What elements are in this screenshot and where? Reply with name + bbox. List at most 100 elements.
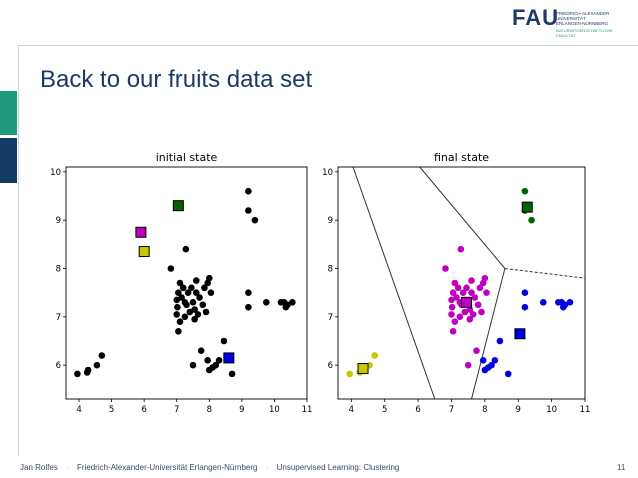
footer-separator: · xyxy=(265,463,269,472)
data-point xyxy=(179,284,187,292)
chart-title: final state xyxy=(434,151,489,164)
cluster-boundary xyxy=(471,268,506,399)
data-point xyxy=(181,299,189,306)
data-point xyxy=(476,284,484,292)
data-point xyxy=(451,279,459,287)
data-point xyxy=(186,308,194,316)
data-point xyxy=(74,370,81,378)
data-point xyxy=(483,289,490,296)
data-point xyxy=(469,311,477,318)
data-point xyxy=(199,301,207,309)
data-point xyxy=(453,294,460,301)
data-point xyxy=(371,352,379,359)
fau-logo: FAU FRIEDRICH-ALEXANDER UNIVERSITÄT ERLA… xyxy=(512,7,632,39)
x-tick-label: 11 xyxy=(302,405,313,415)
data-point xyxy=(184,289,192,296)
data-point xyxy=(196,294,203,301)
data-point xyxy=(192,289,200,296)
data-point xyxy=(449,328,457,335)
data-point xyxy=(84,366,92,374)
data-point xyxy=(456,313,464,321)
data-point xyxy=(207,289,215,296)
x-tick-label: 10 xyxy=(546,405,557,415)
data-point xyxy=(191,315,198,323)
cluster-boundary xyxy=(352,167,436,399)
data-point xyxy=(189,299,197,306)
data-point xyxy=(212,361,220,369)
data-point xyxy=(245,187,252,195)
data-point xyxy=(521,187,529,195)
data-point xyxy=(173,311,181,318)
data-point xyxy=(220,337,228,345)
logo-wordmark: FAU xyxy=(512,5,559,30)
x-tick-label: 4 xyxy=(349,405,354,415)
data-point xyxy=(468,289,475,296)
data-point xyxy=(448,311,455,318)
data-point xyxy=(449,289,457,296)
data-point xyxy=(176,318,184,325)
y-tick-label: 10 xyxy=(322,168,333,178)
centroid-marker xyxy=(138,246,150,258)
x-tick-label: 9 xyxy=(516,405,521,415)
page-number: 11 xyxy=(617,463,626,472)
data-point xyxy=(189,361,197,369)
footer-course: Unsupervised Learning: Clustering xyxy=(276,463,400,472)
data-point xyxy=(188,284,195,292)
data-point xyxy=(182,245,190,253)
data-point xyxy=(175,289,182,296)
data-point xyxy=(463,284,470,292)
x-tick-label: 6 xyxy=(141,405,146,415)
x-tick-label: 5 xyxy=(382,405,387,415)
y-tick-label: 8 xyxy=(56,265,61,275)
cluster-boundary xyxy=(504,268,585,279)
data-point xyxy=(521,303,529,311)
data-point xyxy=(448,296,455,304)
data-point xyxy=(251,216,259,224)
centroid-marker xyxy=(223,352,235,364)
data-point xyxy=(204,357,211,364)
x-tick-label: 5 xyxy=(109,405,114,415)
data-point xyxy=(566,299,574,306)
footer-author: Jan Rolfes xyxy=(20,463,58,472)
y-tick-label: 6 xyxy=(328,361,333,371)
data-point xyxy=(245,303,252,311)
logo-line: ERLANGEN-NÜRNBERG xyxy=(556,21,609,26)
x-tick-label: 8 xyxy=(207,405,212,415)
data-point xyxy=(175,328,182,335)
data-point xyxy=(504,370,512,378)
logo-line: NATURWISSENSCHAFTLICHE xyxy=(556,28,613,33)
centroid-marker xyxy=(461,296,473,308)
data-point xyxy=(205,274,213,282)
logo-line: UNIVERSITÄT xyxy=(556,16,586,21)
x-tick-label: 10 xyxy=(269,405,280,415)
data-point xyxy=(464,361,472,369)
x-tick-label: 4 xyxy=(76,405,81,415)
logo-line: FAKULTÄT xyxy=(556,32,576,38)
data-point xyxy=(215,357,223,364)
y-tick-label: 8 xyxy=(328,265,333,275)
x-tick-label: 7 xyxy=(174,405,179,415)
data-point xyxy=(478,308,485,316)
data-point xyxy=(471,294,479,301)
data-point xyxy=(194,311,202,318)
plot-area xyxy=(74,187,296,378)
data-point xyxy=(474,301,482,309)
data-point xyxy=(528,216,535,224)
axes-frame xyxy=(337,166,586,400)
logo-line: FRIEDRICH-ALEXANDER xyxy=(556,11,610,16)
x-tick-label: 9 xyxy=(239,405,244,415)
chart-title: initial state xyxy=(156,151,218,164)
data-point xyxy=(245,207,252,214)
x-tick-label: 11 xyxy=(580,405,591,415)
data-point xyxy=(442,265,449,272)
data-point xyxy=(457,245,465,253)
plot-area xyxy=(346,167,585,399)
logo-faculty-lines: NATURWISSENSCHAFTLICHE FAKULTÄT xyxy=(556,28,636,38)
data-point xyxy=(454,284,462,292)
centroid-marker xyxy=(514,328,526,340)
data-point xyxy=(448,303,456,311)
data-point xyxy=(461,308,469,316)
data-point xyxy=(289,299,296,306)
slide-frame xyxy=(18,45,638,456)
data-point xyxy=(178,294,185,301)
